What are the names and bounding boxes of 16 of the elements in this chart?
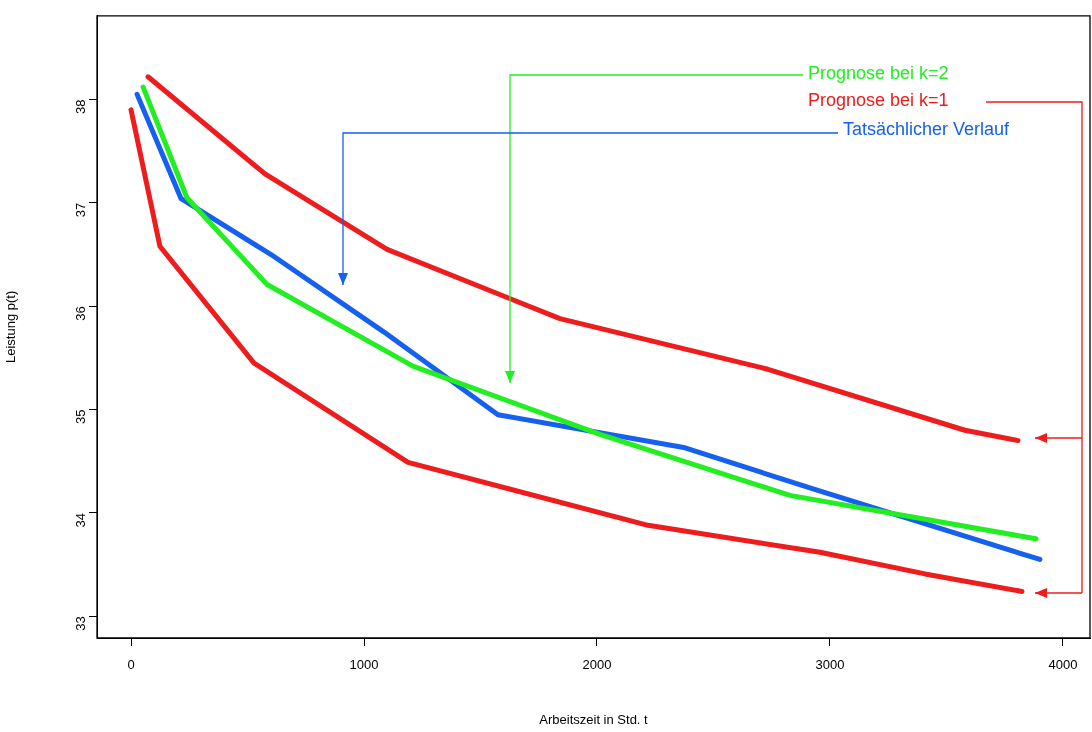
y-tick-label: 35 <box>72 409 88 425</box>
x-axis-title: Arbeitszeit in Std. t <box>539 711 649 727</box>
x-tick-label: 4000 <box>1048 657 1078 673</box>
y-tick-label: 34 <box>72 512 88 528</box>
text: Prognose bei k=2 <box>808 62 949 83</box>
text: Prognose bei k=1 <box>808 89 949 110</box>
text: Tatsächlicher Verlauf <box>843 118 1011 139</box>
x-tick-label: 3000 <box>815 657 845 673</box>
x-tick-label: 1000 <box>349 657 379 673</box>
y-tick-label: 33 <box>72 616 88 631</box>
y-tick-label: 38 <box>72 99 88 114</box>
y-tick-label: 37 <box>72 202 88 218</box>
y-tick-label: 36 <box>72 306 88 321</box>
y-axis-title: Leistung p(t) <box>3 290 19 364</box>
x-tick-label: 2000 <box>582 657 612 673</box>
x-tick-label: 0 <box>127 657 135 673</box>
